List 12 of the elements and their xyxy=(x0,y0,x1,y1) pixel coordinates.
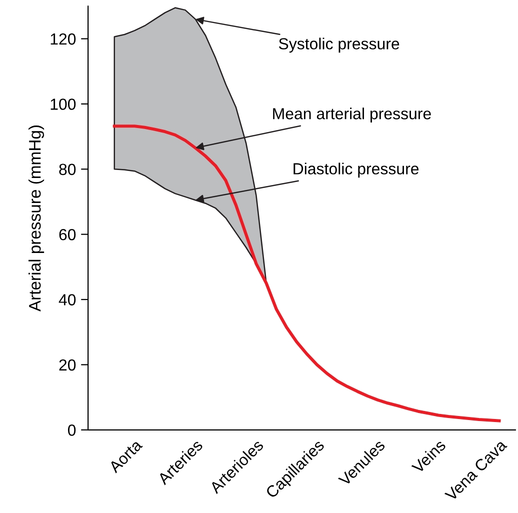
line-series xyxy=(112,124,501,422)
annotation: Diastolic pressure xyxy=(294,162,419,178)
y-tick-label: 60 xyxy=(59,228,76,240)
y-tick-label: 120 xyxy=(50,33,76,45)
y-tick-label: 20 xyxy=(59,359,76,371)
y-tick-label: 80 xyxy=(59,164,76,176)
y-tick-label: 100 xyxy=(50,98,76,110)
y-tick-label: 40 xyxy=(58,294,76,306)
annotation: Systolic pressure xyxy=(278,38,400,53)
y-axis-title: Arterial pressure (mmHg) xyxy=(28,126,44,312)
y-tick-label: 0 xyxy=(68,424,76,436)
annotation: Mean arterial pressure xyxy=(273,108,431,122)
